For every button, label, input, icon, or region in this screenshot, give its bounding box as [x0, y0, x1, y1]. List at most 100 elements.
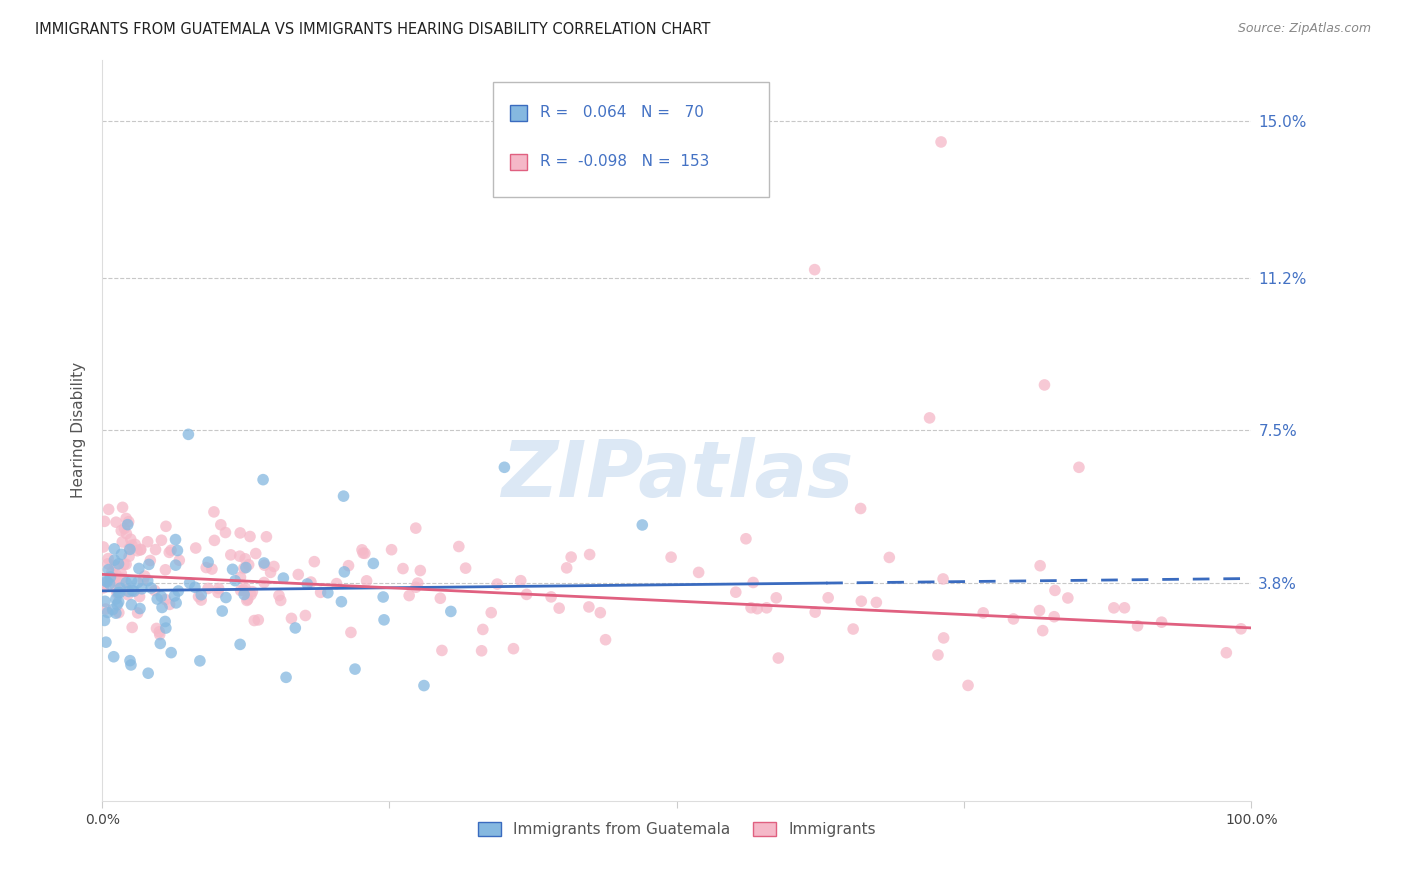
Point	[765, 591, 787, 605]
Point	[406, 576, 429, 591]
Point	[138, 558, 160, 572]
Point	[93, 540, 115, 554]
Point	[233, 581, 256, 595]
Point	[107, 595, 129, 609]
Point	[1150, 615, 1173, 629]
Point	[454, 561, 477, 575]
Point	[245, 547, 267, 561]
Point	[742, 575, 765, 590]
Point	[177, 427, 200, 442]
Point	[118, 541, 141, 556]
Point	[239, 529, 262, 543]
Point	[101, 566, 124, 580]
Point	[148, 624, 170, 639]
Point	[103, 571, 125, 585]
Point	[233, 587, 256, 601]
Point	[107, 585, 129, 599]
Point	[1033, 378, 1056, 392]
Point	[157, 545, 180, 559]
Point	[1043, 583, 1066, 598]
Point	[108, 581, 131, 595]
Point	[280, 611, 302, 625]
Point	[105, 568, 128, 582]
Point	[299, 575, 322, 590]
Point	[1126, 619, 1149, 633]
Point	[229, 525, 252, 540]
Point	[284, 621, 307, 635]
Point	[804, 605, 827, 619]
Legend: Immigrants from Guatemala, Immigrants: Immigrants from Guatemala, Immigrants	[470, 814, 883, 845]
Y-axis label: Hearing Disability: Hearing Disability	[72, 362, 86, 499]
Point	[270, 593, 292, 607]
Point	[127, 575, 149, 590]
Point	[104, 558, 127, 573]
Point	[242, 584, 264, 599]
Point	[94, 594, 117, 608]
Point	[1114, 600, 1136, 615]
Point	[115, 526, 138, 541]
Point	[232, 582, 254, 597]
Point	[93, 514, 115, 528]
Point	[129, 542, 152, 557]
Point	[486, 577, 509, 591]
Point	[149, 627, 172, 641]
Point	[373, 590, 395, 604]
Point	[104, 606, 127, 620]
Point	[1102, 600, 1125, 615]
Point	[1029, 558, 1052, 573]
Point	[659, 550, 682, 565]
Point	[509, 574, 531, 588]
Point	[235, 560, 257, 574]
Point	[595, 632, 617, 647]
Point	[494, 460, 516, 475]
Point	[122, 584, 145, 599]
Point	[294, 608, 316, 623]
Point	[380, 542, 402, 557]
Point	[150, 600, 173, 615]
Point	[747, 601, 769, 615]
Point	[215, 591, 238, 605]
Point	[429, 591, 451, 606]
Point	[243, 614, 266, 628]
Point	[373, 613, 395, 627]
Point	[879, 550, 901, 565]
Point	[121, 538, 143, 552]
Text: R =  -0.098   N =  153: R = -0.098 N = 153	[540, 154, 710, 169]
Point	[94, 602, 117, 616]
Point	[120, 574, 142, 588]
Point	[333, 565, 356, 579]
Point	[229, 637, 252, 651]
Point	[471, 644, 494, 658]
Point	[98, 577, 121, 591]
Point	[120, 598, 142, 612]
Point	[167, 584, 190, 599]
Point	[207, 585, 229, 599]
Point	[259, 566, 281, 580]
Point	[548, 601, 571, 615]
Point	[918, 410, 941, 425]
Point	[110, 547, 132, 561]
Point	[1043, 609, 1066, 624]
Point	[273, 571, 295, 585]
Point	[631, 518, 654, 533]
Point	[136, 534, 159, 549]
Point	[97, 606, 120, 620]
Point	[103, 541, 125, 556]
Point	[150, 533, 173, 548]
Point	[105, 598, 128, 612]
Point	[502, 641, 524, 656]
Point	[1067, 460, 1090, 475]
Point	[803, 262, 825, 277]
Text: ZIPatlas: ZIPatlas	[501, 437, 853, 513]
Text: IMMIGRANTS FROM GUATEMALA VS IMMIGRANTS HEARING DISABILITY CORRELATION CHART: IMMIGRANTS FROM GUATEMALA VS IMMIGRANTS …	[35, 22, 710, 37]
Point	[117, 515, 139, 529]
Point	[768, 651, 790, 665]
Point	[447, 540, 470, 554]
Point	[134, 569, 156, 583]
Point	[117, 588, 139, 602]
Point	[221, 562, 243, 576]
Point	[145, 622, 167, 636]
Point	[740, 600, 762, 615]
Point	[120, 657, 142, 672]
Point	[132, 573, 155, 587]
